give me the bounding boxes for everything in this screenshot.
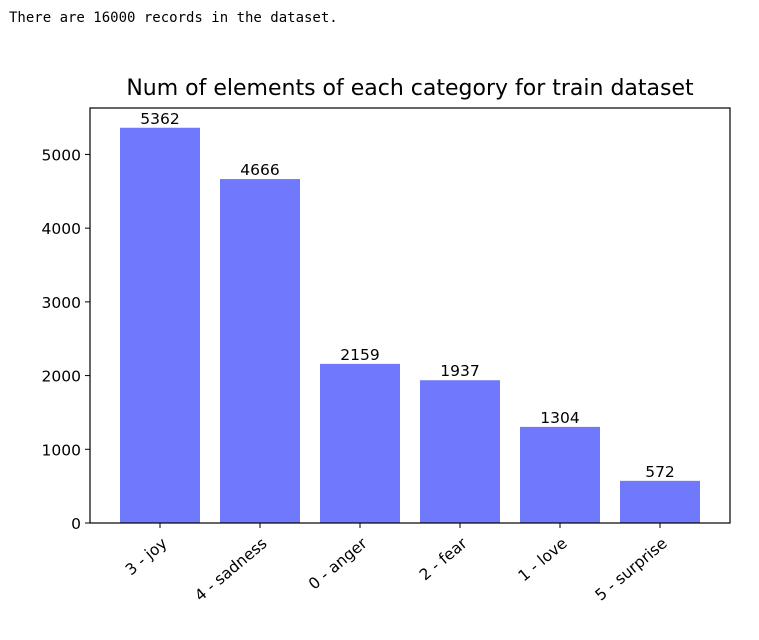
- x-tick-label: 3 - joy: [122, 534, 171, 579]
- y-tick-label: 1000: [42, 441, 81, 459]
- bar-value-label: 2159: [340, 346, 379, 364]
- bar-5: [520, 426, 600, 523]
- bar-2: [220, 179, 300, 524]
- x-tick-label: 4 - sadness: [191, 534, 270, 605]
- x-tick-label: 1 - love: [515, 534, 571, 585]
- bar-value-label: 572: [645, 463, 675, 481]
- bar-3: [320, 363, 400, 523]
- y-tick-label: 3000: [42, 294, 81, 312]
- bar-value-label: 4666: [240, 161, 279, 179]
- bar-6: [620, 480, 700, 523]
- y-tick-label: 0: [71, 515, 81, 533]
- output-text: There are 16000 records in the dataset.: [9, 10, 338, 26]
- bars-group: [120, 127, 700, 524]
- y-axis: 0 1000 2000 3000 4000 5000: [42, 146, 90, 533]
- x-tick-label: 0 - anger: [305, 534, 371, 593]
- x-tick-label: 2 - fear: [416, 534, 471, 584]
- bar-1: [120, 127, 200, 523]
- bar-value-label: 1937: [440, 362, 479, 380]
- y-tick-label: 2000: [42, 368, 81, 386]
- y-tick-label: 5000: [42, 146, 81, 164]
- value-labels-group: 5362 4666 2159 1937 1304 572: [140, 110, 675, 481]
- x-axis: 3 - joy 4 - sadness 0 - anger 2 - fear 1 - l…: [122, 523, 671, 605]
- bar-value-label: 5362: [140, 110, 179, 128]
- bar-value-label: 1304: [540, 409, 579, 427]
- y-tick-label: 4000: [42, 220, 81, 238]
- chart-title: Num of elements of each category for tra…: [126, 76, 694, 101]
- bar-4: [420, 380, 500, 523]
- plot-frame: [89, 107, 731, 524]
- x-tick-label: 5 - surprise: [592, 534, 671, 604]
